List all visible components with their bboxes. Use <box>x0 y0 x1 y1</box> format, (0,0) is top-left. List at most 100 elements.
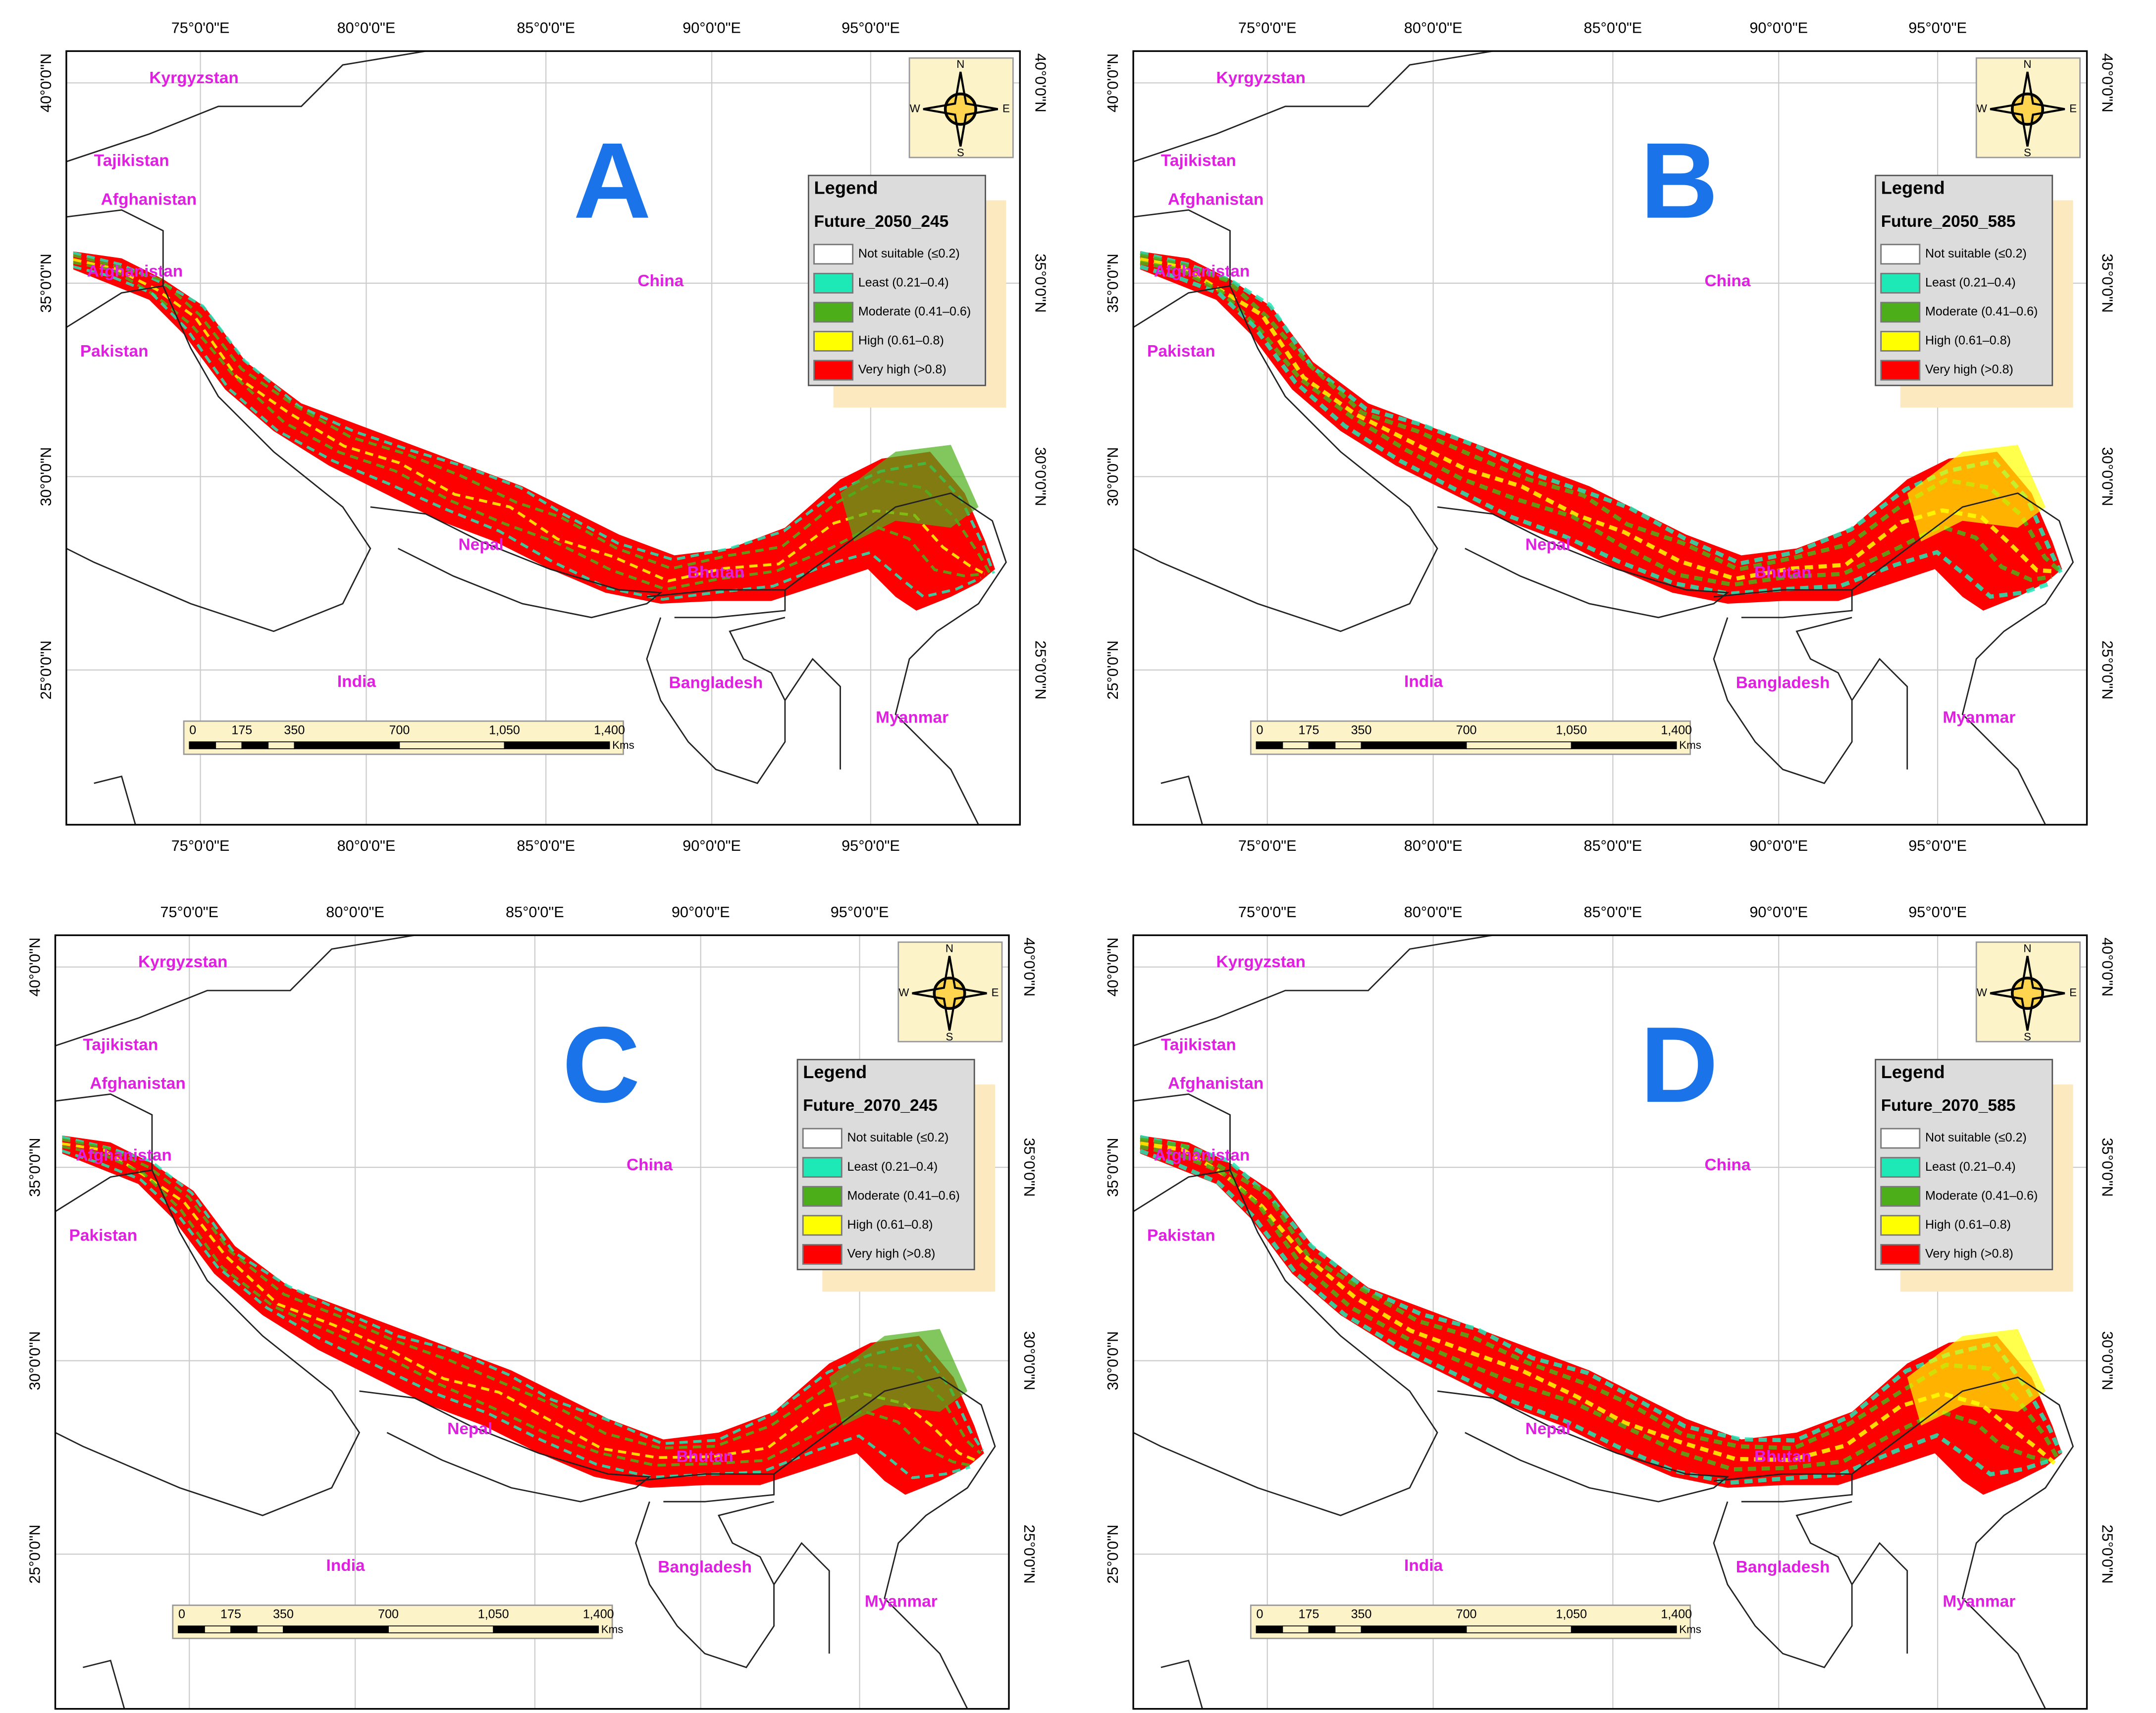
latitude-label-right: 30°0'0"N <box>1021 1331 1038 1390</box>
compass-ring <box>2011 977 2044 1010</box>
scale-label: 700 <box>1456 723 1477 737</box>
scale-segment <box>493 1625 599 1634</box>
country-label: Bhutan <box>676 1448 733 1466</box>
latitude-label-left: 35°0'0"N <box>1104 254 1121 312</box>
scale-label: 1,400 <box>594 723 625 737</box>
country-label: India <box>337 673 376 691</box>
country-border <box>635 1473 775 1503</box>
legend-title: Future_2050_245 <box>814 212 949 231</box>
country-label: Afghanistan <box>76 1146 171 1165</box>
scale-label: 0 <box>189 723 196 737</box>
country-label: Bangladesh <box>658 1558 752 1576</box>
map-panel: Kyrgyzstan Tajikistan Afghanistan Afghanist… <box>26 903 1038 1710</box>
country-label: Pakistan <box>1147 1226 1215 1245</box>
country-label: Afghanistan <box>1168 1075 1263 1093</box>
legend-swatch <box>1880 1215 1921 1236</box>
scale-label: 700 <box>389 723 410 737</box>
scale-segment <box>204 1625 231 1634</box>
legend-swatch <box>813 302 854 323</box>
map-content <box>1133 935 2087 1709</box>
compass-letter: N <box>956 58 964 70</box>
legend-swatch <box>802 1157 842 1178</box>
legend: Legend Future_2050_585 Not suitable (≤0.2)… <box>1875 174 2073 408</box>
latitude-label-left: 35°0'0"N <box>26 1138 44 1196</box>
longitude-label-bottom: 80°0'0"E <box>1404 837 1463 854</box>
country-border <box>646 589 786 619</box>
legend-swatch <box>1880 1128 1921 1149</box>
scale-segment <box>230 1625 258 1634</box>
habitat-area <box>73 251 996 611</box>
legend-swatch <box>1880 1157 1921 1178</box>
legend-item: High (0.61–0.8) <box>1925 1218 2011 1232</box>
country-label: Kyrgyzstan <box>149 69 238 87</box>
north-arrow: N E S W <box>1975 57 2081 159</box>
legend-item: High (0.61–0.8) <box>847 1218 933 1232</box>
country-border <box>370 506 663 619</box>
country-label: Bhutan <box>1754 563 1811 581</box>
country-label: Tajikistan <box>1161 152 1236 170</box>
compass-letter: E <box>2069 986 2077 999</box>
longitude-label-top: 80°0'0"E <box>337 19 396 37</box>
north-arrow: N E S W <box>897 941 1003 1043</box>
latitude-label-left: 40°0'0"N <box>26 937 44 996</box>
habitat-stripe <box>1140 253 2060 572</box>
country-border <box>1851 492 2074 825</box>
country-border <box>1437 1390 1730 1503</box>
country-label: Nepal <box>447 1420 492 1438</box>
legend-item: Least (0.21–0.4) <box>1925 1160 2016 1174</box>
country-label: Kyrgyzstan <box>1216 953 1306 971</box>
latitude-label-left: 30°0'0"N <box>1104 1331 1121 1390</box>
country-label: Bhutan <box>1754 1448 1811 1466</box>
country-border <box>55 1093 153 1170</box>
compass-letter: N <box>2023 942 2031 954</box>
legend-swatch <box>802 1186 842 1207</box>
scale-label: 1,400 <box>583 1608 614 1621</box>
country-border <box>1851 1542 1908 1654</box>
longitude-label-top: 75°0'0"E <box>1238 903 1297 921</box>
map-frame <box>1132 934 2088 1710</box>
legend-item: Least (0.21–0.4) <box>1925 275 2016 289</box>
scale-segment <box>1308 741 1336 749</box>
country-label: Afghanistan <box>101 190 197 208</box>
scale-label: 350 <box>1351 1608 1372 1621</box>
latitude-label-right: 25°0'0"N <box>1032 640 1049 699</box>
scale-segment <box>388 1625 494 1634</box>
longitude-label-top: 90°0'0"E <box>1749 903 1808 921</box>
legend-item: Moderate (0.41–0.6) <box>847 1189 960 1202</box>
scale-segment <box>1308 1625 1336 1634</box>
country-border <box>1133 51 1493 162</box>
habitat-stripe <box>1140 260 2052 587</box>
longitude-label-top: 80°0'0"E <box>1404 19 1463 37</box>
country-border <box>1851 1376 2074 1709</box>
compass-needles <box>1990 71 2065 147</box>
country-label: Pakistan <box>1147 342 1215 361</box>
legend-item: High (0.61–0.8) <box>858 334 944 348</box>
compass-ring <box>2011 92 2044 126</box>
country-border <box>784 658 841 770</box>
panel-letter: B <box>1640 121 1718 241</box>
country-border <box>66 209 164 286</box>
country-label: Afghanistan <box>90 1075 185 1093</box>
legend-item: Not suitable (≤0.2) <box>858 247 960 260</box>
compass-letter: N <box>2023 58 2031 70</box>
latitude-label-left: 25°0'0"N <box>26 1525 44 1584</box>
latitude-label-left: 35°0'0"N <box>37 254 54 312</box>
longitude-label-top: 85°0'0"E <box>517 19 575 37</box>
country-border <box>1133 1093 1231 1170</box>
longitude-label-bottom: 85°0'0"E <box>517 837 575 854</box>
legend-heading: Legend <box>814 178 878 198</box>
compass-needles <box>923 71 999 147</box>
legend-item: High (0.61–0.8) <box>1925 334 2011 348</box>
country-border <box>94 776 136 825</box>
scale-segment <box>283 1625 389 1634</box>
longitude-label-top: 90°0'0"E <box>683 19 741 37</box>
legend-swatch <box>1880 272 1921 294</box>
country-label: Nepal <box>1525 1420 1571 1438</box>
longitude-label-bottom: 90°0'0"E <box>683 837 741 854</box>
longitude-label-top: 85°0'0"E <box>1584 19 1642 37</box>
scale-segment <box>178 1625 205 1634</box>
country-border <box>1133 209 1231 286</box>
compass-letter: E <box>2069 102 2077 114</box>
scale-label: 175 <box>1299 1608 1319 1621</box>
